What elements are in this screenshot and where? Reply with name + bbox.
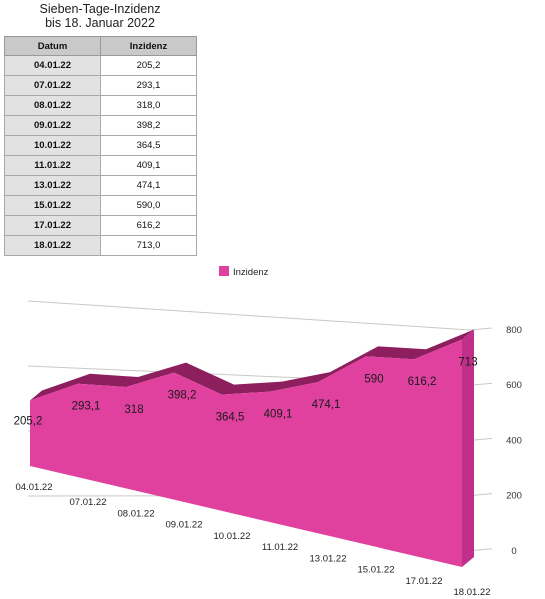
- data-label: 409,1: [264, 409, 293, 421]
- x-tick-label: 18.01.22: [454, 587, 491, 598]
- data-label: 205,2: [14, 416, 43, 428]
- title-line-1: Sieben-Tage-Inzidenz: [39, 2, 161, 16]
- date-cell: 15.01.22: [4, 195, 101, 216]
- title-line-2: bis 18. Januar 2022: [45, 16, 155, 30]
- date-cell: 13.01.22: [4, 175, 101, 196]
- value-cell: 616,2: [100, 215, 197, 236]
- y-tick-label: 0: [511, 546, 516, 557]
- x-tick-label: 09.01.22: [166, 520, 203, 531]
- data-label: 398,2: [168, 390, 197, 402]
- y-tick-label: 200: [506, 491, 522, 502]
- y-tick-label: 400: [506, 435, 522, 446]
- x-tick-label: 07.01.22: [70, 497, 107, 508]
- y-tick-label: 600: [506, 380, 522, 391]
- date-cell: 18.01.22: [4, 235, 101, 256]
- legend: Inzidenz: [219, 266, 268, 278]
- x-tick-label: 11.01.22: [262, 542, 298, 553]
- table-row: 10.01.22 364,5: [4, 135, 197, 156]
- table-row: 04.01.22 205,2: [4, 55, 197, 76]
- value-cell: 398,2: [100, 115, 197, 136]
- legend-swatch: [219, 266, 229, 276]
- date-cell: 04.01.22: [4, 55, 101, 76]
- area-front-face: [30, 339, 462, 567]
- value-cell: 364,5: [100, 135, 197, 156]
- value-cell: 293,1: [100, 75, 197, 96]
- x-tick-label: 15.01.22: [358, 565, 395, 576]
- tick-line: [469, 327, 493, 331]
- value-cell: 409,1: [100, 155, 197, 176]
- data-label: 364,5: [216, 412, 245, 424]
- data-label: 293,1: [72, 401, 101, 413]
- date-cell: 08.01.22: [4, 95, 101, 116]
- date-cell: 09.01.22: [4, 115, 101, 136]
- data-label: 474,1: [312, 399, 341, 411]
- data-label: 590: [364, 373, 383, 385]
- x-tick-label: 10.01.22: [214, 531, 251, 542]
- data-label: 318: [124, 404, 143, 416]
- y-tick-label: 800: [506, 325, 522, 336]
- table-row: 18.01.22 713,0: [4, 235, 197, 256]
- x-tick-label: 17.01.22: [406, 576, 443, 587]
- table-row: 09.01.22 398,2: [4, 115, 197, 136]
- table-row: 13.01.22 474,1: [4, 175, 197, 196]
- date-cell: 10.01.22: [4, 135, 101, 156]
- table-row: 07.01.22 293,1: [4, 75, 197, 96]
- x-tick-label: 13.01.22: [310, 553, 347, 564]
- column-header-datum: Datum: [4, 36, 101, 56]
- legend-label: Inzidenz: [233, 267, 269, 278]
- table-row: 15.01.22 590,0: [4, 195, 197, 216]
- data-label: 616,2: [408, 376, 437, 388]
- value-cell: 474,1: [100, 175, 197, 196]
- x-tick-label: 04.01.22: [16, 482, 53, 493]
- date-cell: 17.01.22: [4, 215, 101, 236]
- data-label: 713: [458, 357, 477, 369]
- area-side-face: [462, 329, 474, 567]
- x-tick-label: 08.01.22: [118, 508, 155, 519]
- date-cell: 07.01.22: [4, 75, 101, 96]
- column-header-inzidenz: Inzidenz: [100, 36, 197, 56]
- data-table: Datum Inzidenz 04.01.22 205,2 07.01.22 293…: [4, 36, 197, 256]
- value-cell: 205,2: [100, 55, 197, 76]
- table-row: 11.01.22 409,1: [4, 155, 197, 176]
- chart-title: Sieben-Tage-Inzidenz bis 18. Januar 2022: [0, 2, 200, 30]
- gridline: [27, 300, 471, 331]
- table-row: 17.01.22 616,2: [4, 215, 197, 236]
- table-header-row: Datum Inzidenz: [4, 36, 197, 56]
- area-top-surface: [30, 329, 474, 401]
- date-cell: 11.01.22: [4, 155, 101, 176]
- value-cell: 713,0: [100, 235, 197, 256]
